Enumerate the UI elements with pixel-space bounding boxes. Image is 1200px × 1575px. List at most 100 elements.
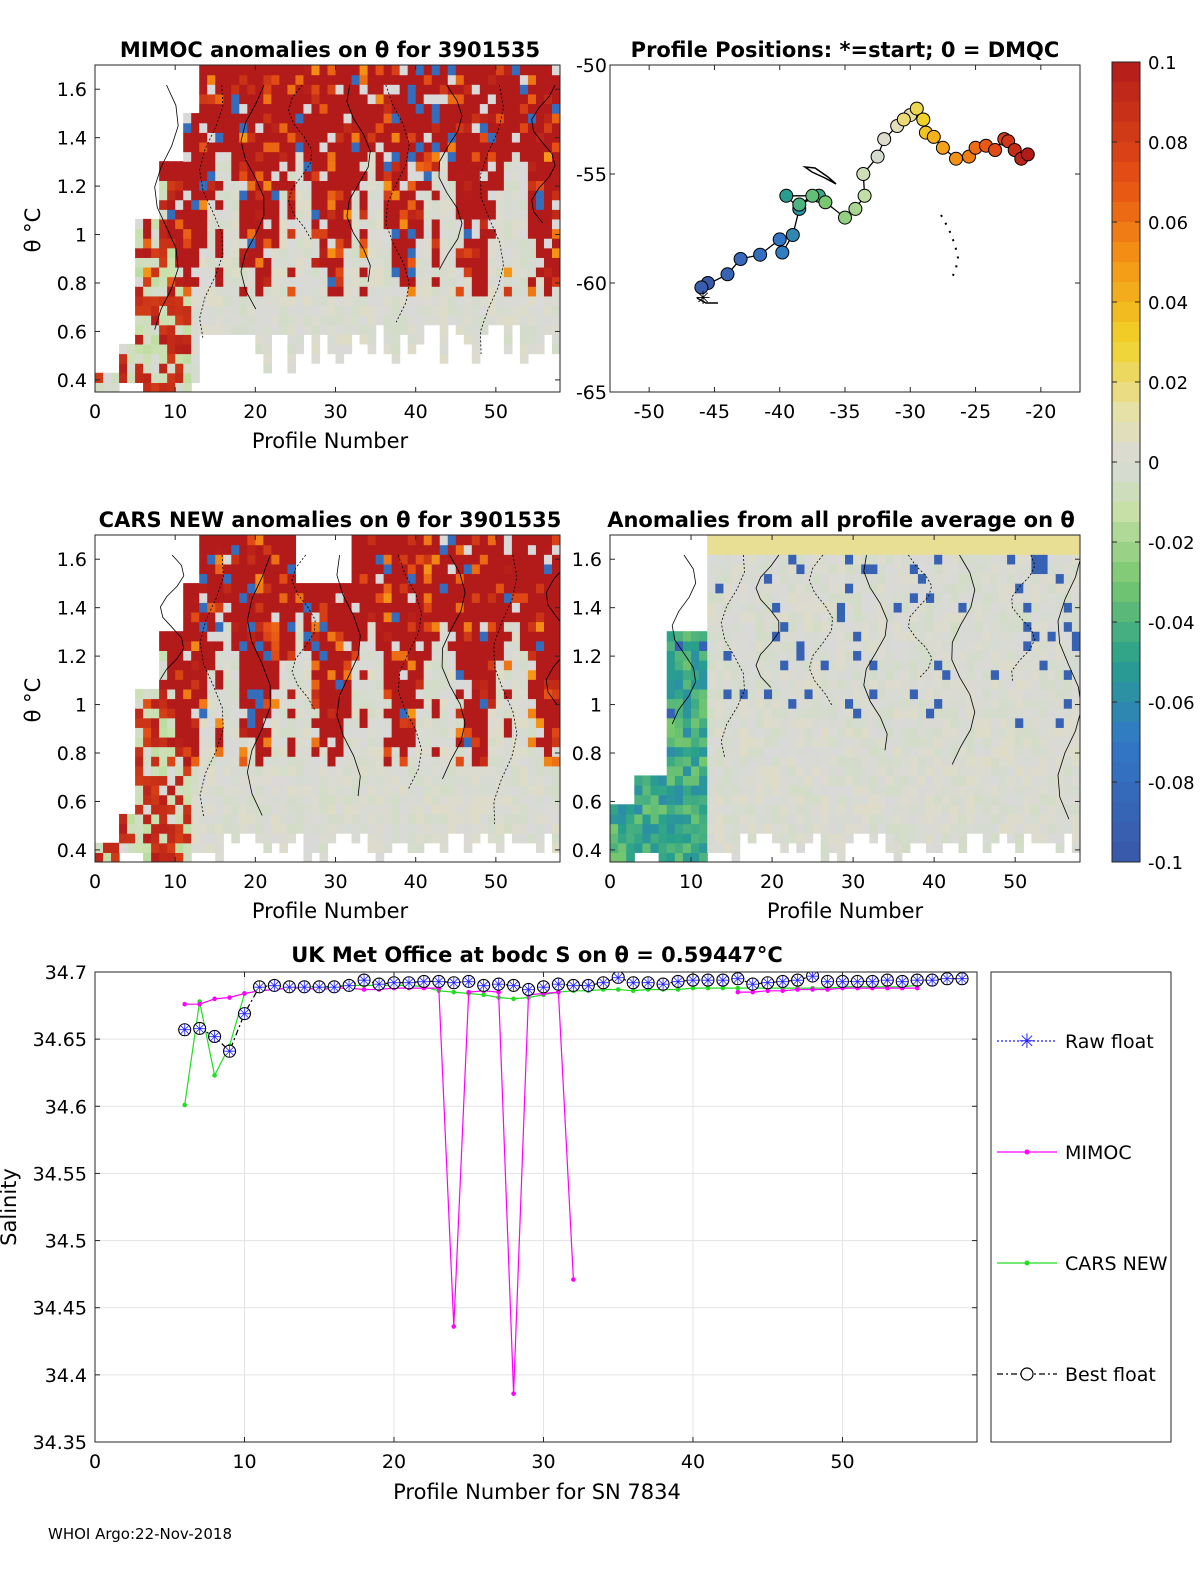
heatmap-cell [391, 688, 401, 700]
colorbar: 0.10.080.060.040.020-0.02-0.04-0.06-0.08… [1111, 53, 1195, 874]
colorbar-block [1112, 502, 1140, 523]
heatmap-cell [375, 717, 385, 728]
x-tick-label: 30 [323, 871, 347, 893]
heatmap-cell [439, 84, 449, 95]
heatmap-cell [319, 794, 329, 805]
heatmap-cell [279, 122, 289, 133]
heatmap-cell [535, 708, 545, 719]
heatmap-cell [950, 775, 960, 786]
heatmap-cell [183, 688, 192, 700]
heatmap-cell [159, 286, 168, 297]
heatmap-cell [327, 151, 337, 162]
heatmap-cell [527, 650, 537, 661]
heatmap-cell [893, 698, 903, 709]
heatmap-cell [772, 554, 781, 565]
heatmap-cell [383, 209, 393, 220]
heatmap-cell [415, 113, 425, 124]
heatmap-cell [263, 151, 272, 162]
heatmap-cell [877, 679, 887, 690]
heatmap-cell [303, 286, 313, 297]
heatmap-cell [367, 631, 377, 642]
heatmap-cell [303, 717, 313, 728]
heatmap-cell [383, 563, 393, 575]
heatmap-cell [247, 563, 256, 575]
heatmap-cell [487, 698, 497, 709]
heatmap-cell [247, 266, 256, 278]
heatmap-cell [207, 266, 216, 278]
heatmap-cell [271, 74, 280, 85]
heatmap-cell [942, 823, 951, 834]
heatmap-cell [191, 228, 200, 239]
heatmap-cell [263, 324, 272, 335]
heatmap-cell [167, 688, 176, 700]
heatmap-cell [375, 161, 385, 172]
heatmap-cell [674, 804, 684, 815]
heatmap-cell [804, 611, 814, 623]
heatmap-cell [231, 113, 240, 124]
heatmap-cell [723, 611, 733, 623]
heatmap-cell [295, 286, 305, 297]
heatmap-cell [239, 736, 248, 748]
y-tick-label: 0.8 [57, 743, 87, 765]
heatmap-cell [415, 276, 425, 287]
heatmap-cell [207, 698, 216, 709]
heatmap-cell [519, 535, 529, 546]
heatmap-cell [1055, 756, 1065, 767]
heatmap-cell [343, 170, 353, 182]
heatmap-cell [535, 295, 545, 307]
heatmap-cell [990, 804, 1000, 815]
heatmap-cell [231, 679, 240, 690]
heatmap-cell [455, 247, 465, 258]
heatmap-cell [455, 170, 465, 182]
heatmap-cell [715, 669, 725, 680]
heatmap-cell [869, 573, 879, 584]
heatmap-cell [199, 295, 208, 307]
heatmap-cell [535, 765, 545, 777]
heatmap-cell [535, 640, 545, 652]
heatmap-cell [1007, 688, 1016, 700]
heatmap-cell [327, 266, 337, 278]
heatmap-cell [247, 785, 256, 796]
heatmap-cell [877, 592, 887, 603]
heatmap-cell [950, 688, 960, 700]
heatmap-cell [853, 794, 862, 805]
heatmap-cell [311, 727, 321, 738]
heatmap-cell [359, 257, 369, 268]
y-tick-label: 0.6 [57, 791, 87, 813]
heatmap-cell [503, 151, 513, 162]
heatmap-cell [447, 93, 457, 105]
heatmap-cell [295, 794, 305, 805]
heatmap-cell [135, 353, 144, 364]
heatmap-cell [519, 343, 529, 355]
heatmap-cell [780, 688, 789, 700]
heatmap-cell [634, 823, 644, 834]
heatmap-cell [279, 842, 289, 853]
heatmap-cell [319, 775, 329, 786]
y-tick-label: -60 [576, 273, 607, 295]
heatmap-cell [1055, 583, 1065, 594]
heatmap-cell [463, 74, 473, 85]
heatmap-cell [367, 765, 377, 777]
heatmap-cell [231, 775, 240, 786]
heatmap-cell [828, 765, 838, 777]
heatmap-cell [159, 650, 168, 661]
heatmap-cell [853, 563, 862, 575]
heatmap-cell [127, 372, 136, 383]
heatmap-cell [183, 266, 192, 278]
heatmap-cell [658, 813, 668, 825]
heatmap-cell [788, 794, 797, 805]
heatmap-cell [974, 698, 984, 709]
heatmap-cell [455, 660, 465, 671]
heatmap-cell [543, 180, 553, 191]
heatmap-cell [479, 794, 489, 805]
heatmap-cell [828, 775, 838, 786]
heatmap-cell [503, 199, 513, 210]
heatmap-cell [295, 141, 305, 153]
heatmap-cell [1047, 833, 1057, 844]
heatmap-cell [519, 765, 529, 777]
heatmap-cell [788, 563, 797, 575]
heatmap-cell [287, 823, 297, 834]
heatmap-cell [543, 823, 553, 834]
heatmap-cell [287, 765, 297, 777]
heatmap-cell [255, 266, 264, 278]
